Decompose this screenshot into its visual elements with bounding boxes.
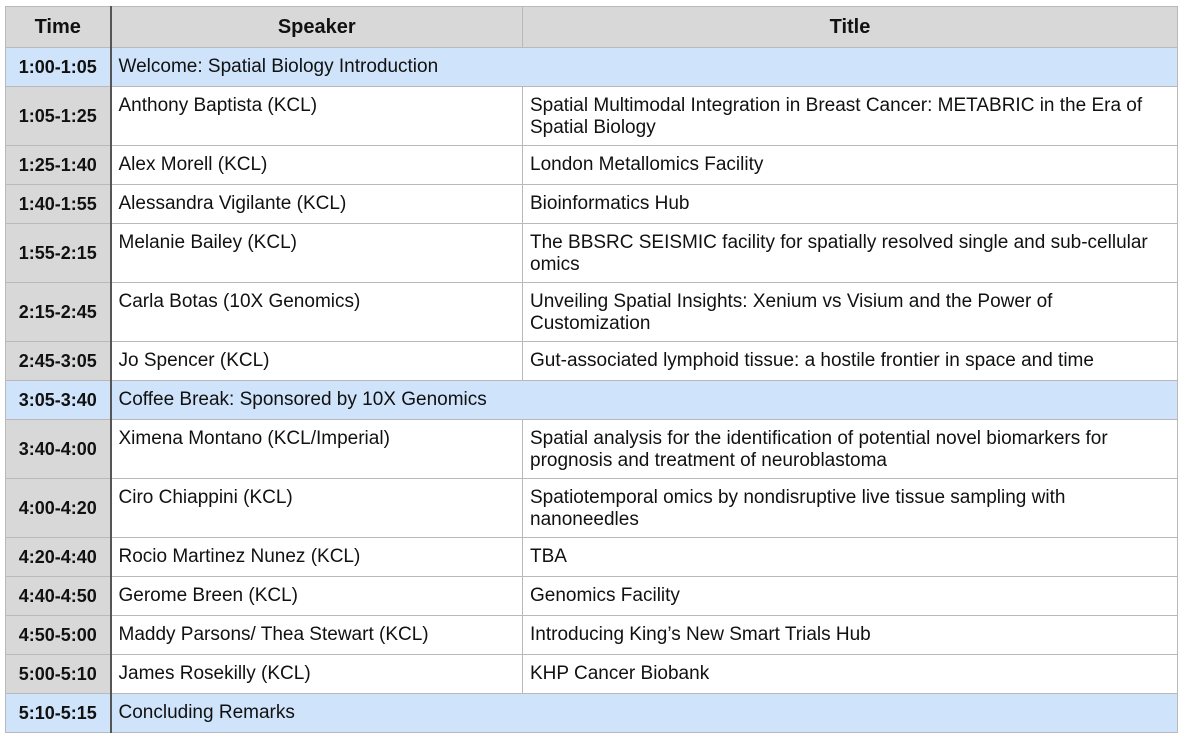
column-header-time: Time: [5, 6, 112, 48]
table-row: 3:05-3:40 Coffee Break: Sponsored by 10X…: [5, 380, 1178, 420]
session-label-cell: Coffee Break: Sponsored by 10X Genomics: [110, 380, 1178, 420]
title-cell: Spatiotemporal omics by nondisruptive li…: [522, 478, 1178, 538]
table-row: 1:00-1:05 Welcome: Spatial Biology Intro…: [5, 47, 1178, 87]
schedule-table: Time Speaker Title 1:00-1:05 Welcome: Sp…: [5, 6, 1178, 733]
speaker-cell: Maddy Parsons/ Thea Stewart (KCL): [110, 615, 523, 655]
time-cell: 4:00-4:20: [5, 478, 112, 538]
table-row: 4:20-4:40 Rocio Martinez Nunez (KCL) TBA: [5, 537, 1178, 577]
time-cell: 4:50-5:00: [5, 615, 112, 655]
time-cell: 1:05-1:25: [5, 86, 112, 146]
speaker-cell: James Rosekilly (KCL): [110, 654, 523, 694]
table-row: 5:10-5:15 Concluding Remarks: [5, 693, 1178, 733]
title-cell: London Metallomics Facility: [522, 145, 1178, 185]
title-cell: Spatial Multimodal Integration in Breast…: [522, 86, 1178, 146]
session-label-cell: Welcome: Spatial Biology Introduction: [110, 47, 1178, 87]
table-row: 4:00-4:20 Ciro Chiappini (KCL) Spatiotem…: [5, 478, 1178, 538]
title-cell: Bioinformatics Hub: [522, 184, 1178, 224]
session-label-cell: Concluding Remarks: [110, 693, 1178, 733]
table-row: 2:45-3:05 Jo Spencer (KCL) Gut-associate…: [5, 341, 1178, 381]
title-cell: The BBSRC SEISMIC facility for spatially…: [522, 223, 1178, 283]
time-cell: 4:20-4:40: [5, 537, 112, 577]
time-cell: 1:40-1:55: [5, 184, 112, 224]
time-cell: 5:10-5:15: [5, 693, 112, 733]
time-cell: 1:55-2:15: [5, 223, 112, 283]
speaker-cell: Gerome Breen (KCL): [110, 576, 523, 616]
title-cell: Unveiling Spatial Insights: Xenium vs Vi…: [522, 282, 1178, 342]
column-header-speaker: Speaker: [110, 6, 523, 48]
speaker-cell: Ciro Chiappini (KCL): [110, 478, 523, 538]
table-row: 1:05-1:25 Anthony Baptista (KCL) Spatial…: [5, 86, 1178, 146]
table-row: 4:50-5:00 Maddy Parsons/ Thea Stewart (K…: [5, 615, 1178, 655]
table-row: 1:25-1:40 Alex Morell (KCL) London Metal…: [5, 145, 1178, 185]
time-cell: 3:40-4:00: [5, 419, 112, 479]
column-header-title: Title: [522, 6, 1178, 48]
header-row: Time Speaker Title: [5, 6, 1178, 48]
speaker-cell: Alessandra Vigilante (KCL): [110, 184, 523, 224]
speaker-cell: Alex Morell (KCL): [110, 145, 523, 185]
title-cell: Gut-associated lymphoid tissue: a hostil…: [522, 341, 1178, 381]
title-cell: Spatial analysis for the identification …: [522, 419, 1178, 479]
title-cell: TBA: [522, 537, 1178, 577]
table-row: 1:40-1:55 Alessandra Vigilante (KCL) Bio…: [5, 184, 1178, 224]
table-row: 5:00-5:10 James Rosekilly (KCL) KHP Canc…: [5, 654, 1178, 694]
speaker-cell: Melanie Bailey (KCL): [110, 223, 523, 283]
time-cell: 5:00-5:10: [5, 654, 112, 694]
table-row: 4:40-4:50 Gerome Breen (KCL) Genomics Fa…: [5, 576, 1178, 616]
title-cell: Genomics Facility: [522, 576, 1178, 616]
table-row: 1:55-2:15 Melanie Bailey (KCL) The BBSRC…: [5, 223, 1178, 283]
table-row: 2:15-2:45 Carla Botas (10X Genomics) Unv…: [5, 282, 1178, 342]
speaker-cell: Anthony Baptista (KCL): [110, 86, 523, 146]
time-cell: 3:05-3:40: [5, 380, 112, 420]
time-cell: 2:45-3:05: [5, 341, 112, 381]
speaker-cell: Rocio Martinez Nunez (KCL): [110, 537, 523, 577]
time-cell: 2:15-2:45: [5, 282, 112, 342]
title-cell: Introducing King’s New Smart Trials Hub: [522, 615, 1178, 655]
time-cell: 1:25-1:40: [5, 145, 112, 185]
time-cell: 4:40-4:50: [5, 576, 112, 616]
time-cell: 1:00-1:05: [5, 47, 112, 87]
speaker-cell: Ximena Montano (KCL/Imperial): [110, 419, 523, 479]
speaker-cell: Jo Spencer (KCL): [110, 341, 523, 381]
speaker-cell: Carla Botas (10X Genomics): [110, 282, 523, 342]
table-row: 3:40-4:00 Ximena Montano (KCL/Imperial) …: [5, 419, 1178, 479]
title-cell: KHP Cancer Biobank: [522, 654, 1178, 694]
